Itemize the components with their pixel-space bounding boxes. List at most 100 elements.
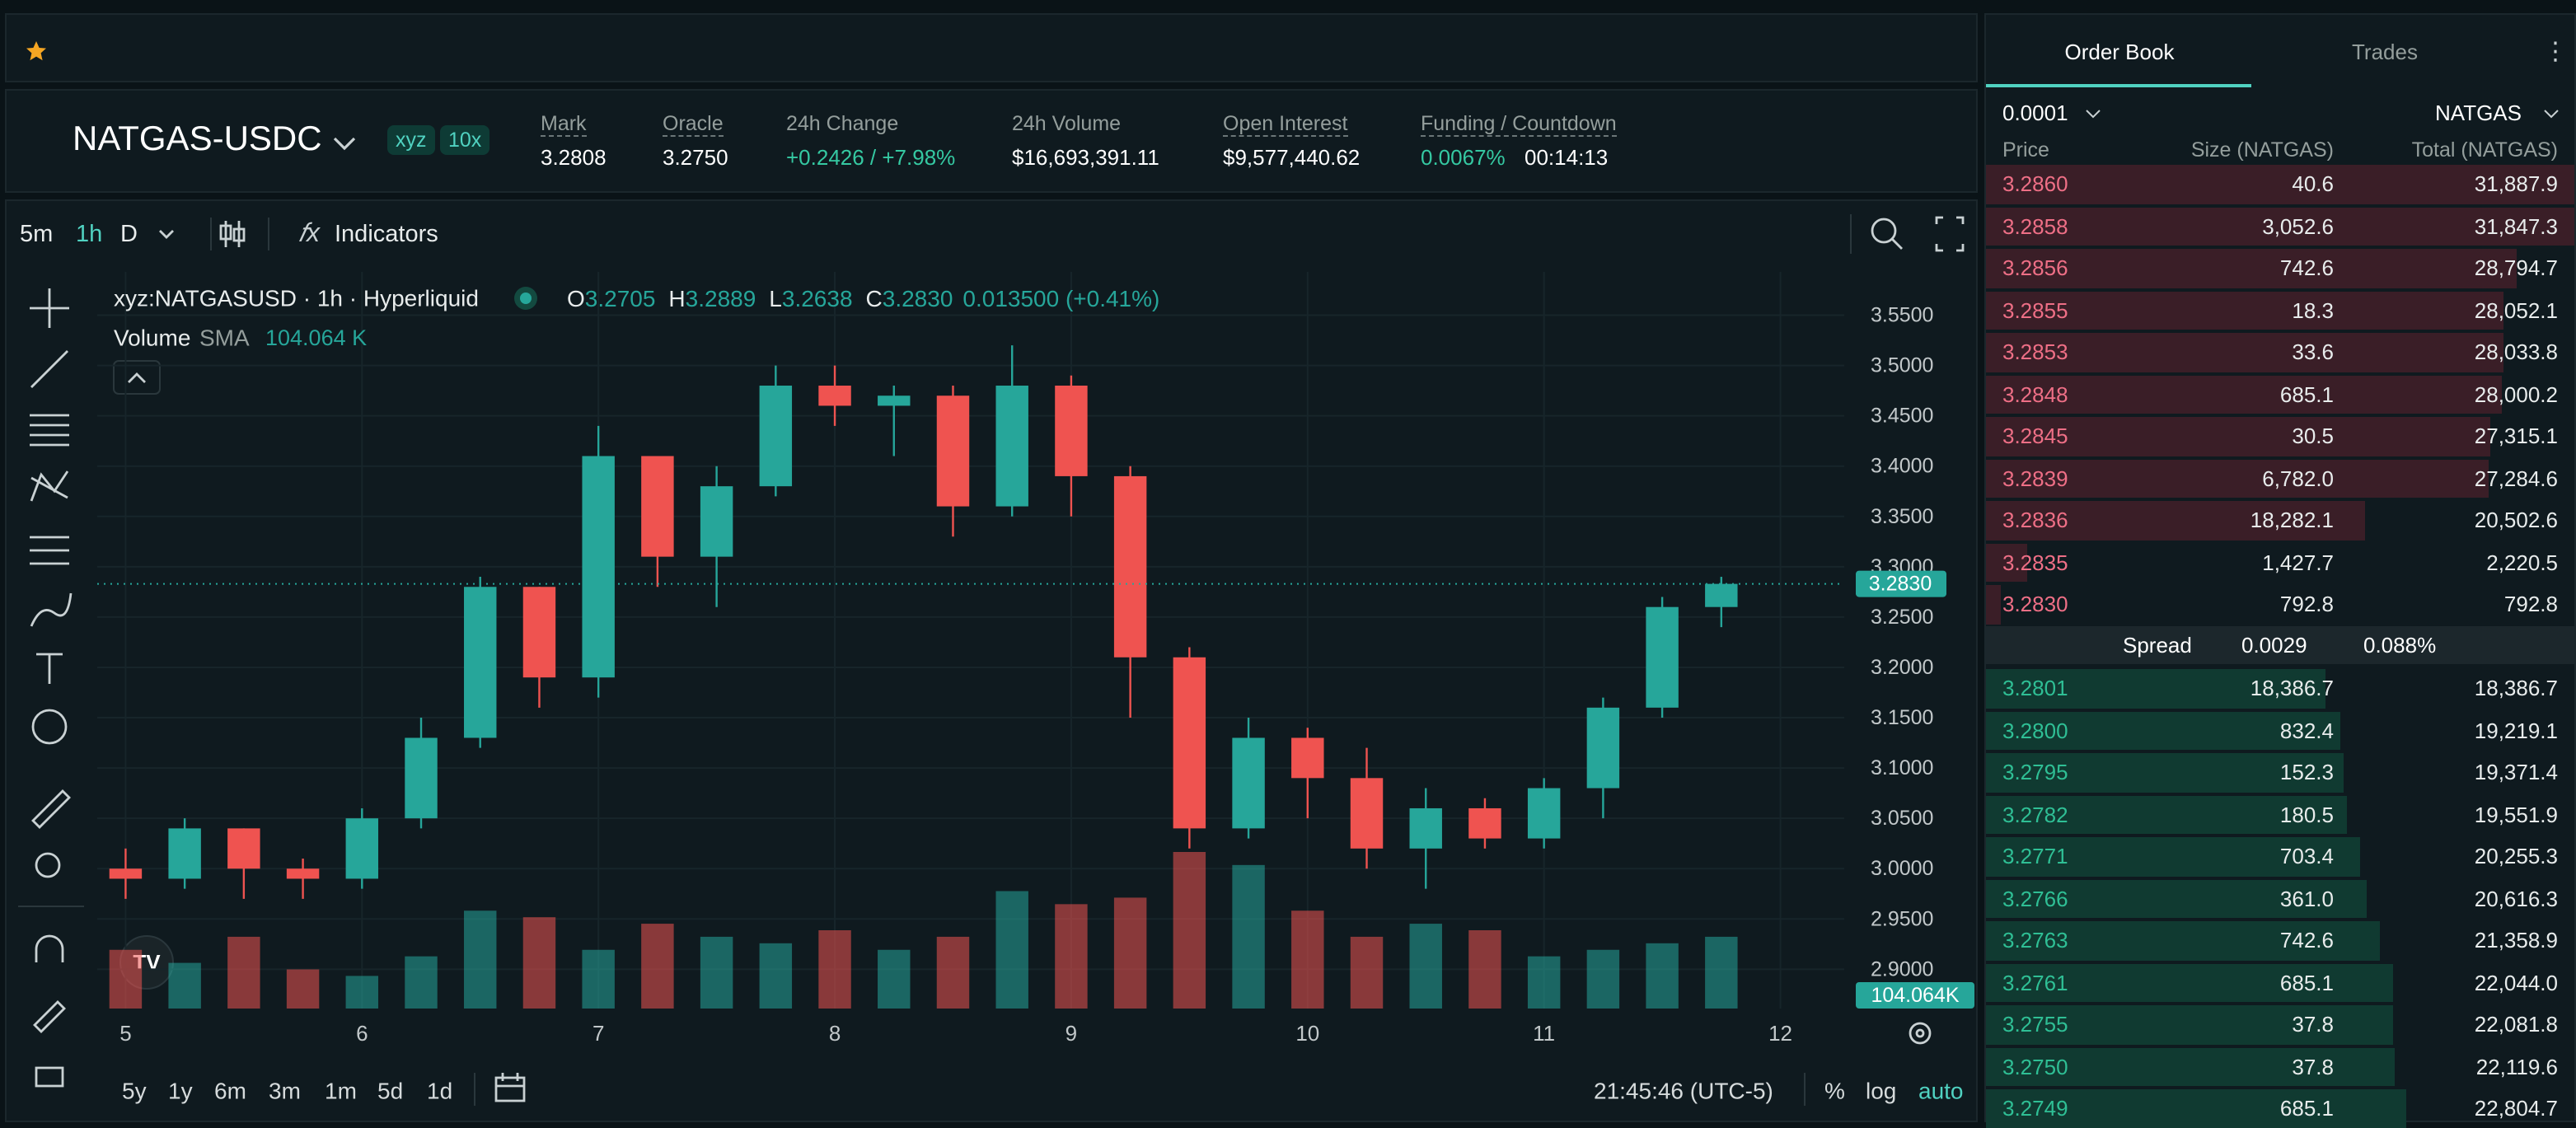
sma-label: SMA <box>199 325 250 351</box>
tick-size[interactable]: 0.0001 <box>2002 101 2068 125</box>
collapse-button[interactable] <box>113 360 161 395</box>
price[interactable]: 3.2830 <box>2002 592 2068 616</box>
emoji-tool[interactable] <box>31 709 68 745</box>
interval-button[interactable]: 1h <box>76 221 102 247</box>
range-button[interactable]: 3m <box>269 1079 301 1104</box>
bid-depth-bar <box>1986 1047 2395 1086</box>
symbol-chevron[interactable] <box>333 135 356 152</box>
scale-option[interactable]: auto <box>1918 1079 1964 1104</box>
search-button[interactable] <box>1871 218 1903 250</box>
drawing-tools <box>18 288 84 1088</box>
price[interactable]: 3.2836 <box>2002 508 2068 532</box>
pattern-tool[interactable] <box>30 470 69 502</box>
tab[interactable]: Order Book <box>2064 40 2175 64</box>
price[interactable]: 3.2749 <box>2002 1096 2068 1121</box>
range-button[interactable]: 1d <box>427 1079 452 1104</box>
price[interactable]: 3.2782 <box>2002 802 2068 826</box>
price[interactable]: 3.2771 <box>2002 844 2068 868</box>
price[interactable]: 3.2839 <box>2002 466 2068 490</box>
total: 19,371.4 <box>2474 760 2558 784</box>
price[interactable]: 3.2853 <box>2002 339 2068 364</box>
range-button[interactable]: 5d <box>377 1079 403 1104</box>
price[interactable]: 3.2835 <box>2002 550 2068 574</box>
date-range-button[interactable] <box>494 1073 526 1102</box>
text-tool[interactable] <box>36 653 63 684</box>
chart-type-button[interactable] <box>219 221 246 247</box>
tab[interactable]: Trades <box>2352 40 2418 64</box>
candle-body <box>168 828 201 879</box>
candle-body <box>405 737 438 819</box>
range-button[interactable]: 1m <box>325 1079 357 1104</box>
y-tick-label: 3.4000 <box>1871 455 1933 478</box>
price[interactable]: 3.2845 <box>2002 424 2068 448</box>
bid-depth-bar <box>1986 837 2360 876</box>
price[interactable]: 3.2860 <box>2002 171 2068 196</box>
total: 19,219.1 <box>2474 718 2558 742</box>
size: 30.5 <box>2292 424 2334 448</box>
size: 18.3 <box>2292 297 2334 322</box>
unit-select[interactable]: NATGAS <box>2435 101 2522 125</box>
ohlc-key: H <box>668 286 685 311</box>
ohlc-value: 3.2830 <box>883 286 953 311</box>
price[interactable]: 3.2795 <box>2002 760 2068 784</box>
price[interactable]: 3.2855 <box>2002 297 2068 322</box>
indicators-button[interactable]: Indicators <box>335 221 438 247</box>
settings-button[interactable] <box>1909 1022 1932 1045</box>
symbol[interactable]: NATGAS-USDC <box>73 120 322 158</box>
volume-badge <box>1856 982 1974 1009</box>
price[interactable]: 3.2801 <box>2002 676 2068 700</box>
ruler-tool[interactable] <box>31 789 71 829</box>
clock: 21:45:46 (UTC-5) <box>1594 1079 1773 1104</box>
total: 27,284.6 <box>2474 466 2558 490</box>
size: 6,782.0 <box>2262 466 2334 490</box>
zoom-tool[interactable] <box>35 852 61 878</box>
lock-tool[interactable] <box>35 1066 64 1088</box>
x-tick-label: 5 <box>119 1021 131 1046</box>
legend-change: 0.013500 (+0.41%) <box>962 286 1159 311</box>
price[interactable]: 3.2848 <box>2002 381 2068 406</box>
candle-body <box>700 486 733 557</box>
candle-body <box>641 456 674 557</box>
fib-tool[interactable] <box>30 414 69 447</box>
stat-value: $9,577,440.62 <box>1223 145 1361 170</box>
price[interactable]: 3.2755 <box>2002 1012 2068 1037</box>
magnet-tool[interactable] <box>35 934 64 962</box>
y-tick-label: 3.0500 <box>1871 807 1933 830</box>
range-button[interactable]: 6m <box>214 1079 246 1104</box>
candle-body <box>1586 707 1620 789</box>
volume-bar <box>227 936 260 1009</box>
interval-button[interactable]: D <box>120 221 138 247</box>
column-header: Total (NATGAS) <box>2411 138 2558 161</box>
trend-line-tool[interactable] <box>30 350 68 388</box>
scale-option[interactable]: log <box>1866 1079 1896 1104</box>
fullscreen-button[interactable] <box>1935 216 1965 252</box>
price[interactable]: 3.2856 <box>2002 255 2068 280</box>
x-tick-label: 10 <box>1295 1021 1319 1046</box>
lock-drawing-tool[interactable] <box>33 1000 66 1033</box>
interval-chevron[interactable] <box>159 230 174 239</box>
price[interactable]: 3.2858 <box>2002 213 2068 238</box>
ohlc-value: 3.2705 <box>585 286 656 311</box>
range-button[interactable]: 5y <box>122 1079 147 1104</box>
price[interactable]: 3.2766 <box>2002 886 2068 910</box>
price[interactable]: 3.2800 <box>2002 718 2068 742</box>
brush-tool[interactable] <box>30 592 73 627</box>
total: 22,044.0 <box>2474 970 2558 995</box>
price[interactable]: 3.2763 <box>2002 928 2068 952</box>
price[interactable]: 3.2761 <box>2002 970 2068 995</box>
bid-depth-bar <box>1986 921 2381 960</box>
y-tick-label: 2.9500 <box>1871 907 1933 930</box>
ohlc-key: C <box>866 286 883 311</box>
scale-option[interactable]: % <box>1824 1079 1845 1104</box>
price[interactable]: 3.2750 <box>2002 1054 2068 1079</box>
favorite-star[interactable] <box>25 40 48 63</box>
crosshair-tool[interactable] <box>30 288 69 328</box>
projection-tool[interactable] <box>30 536 69 565</box>
total: 20,502.6 <box>2474 508 2558 532</box>
size: 685.1 <box>2279 381 2334 406</box>
more-button[interactable]: ⋮ <box>2543 38 2568 66</box>
interval-button[interactable]: 5m <box>20 221 53 247</box>
total: 22,804.7 <box>2474 1096 2558 1121</box>
range-button[interactable]: 1y <box>168 1079 193 1104</box>
